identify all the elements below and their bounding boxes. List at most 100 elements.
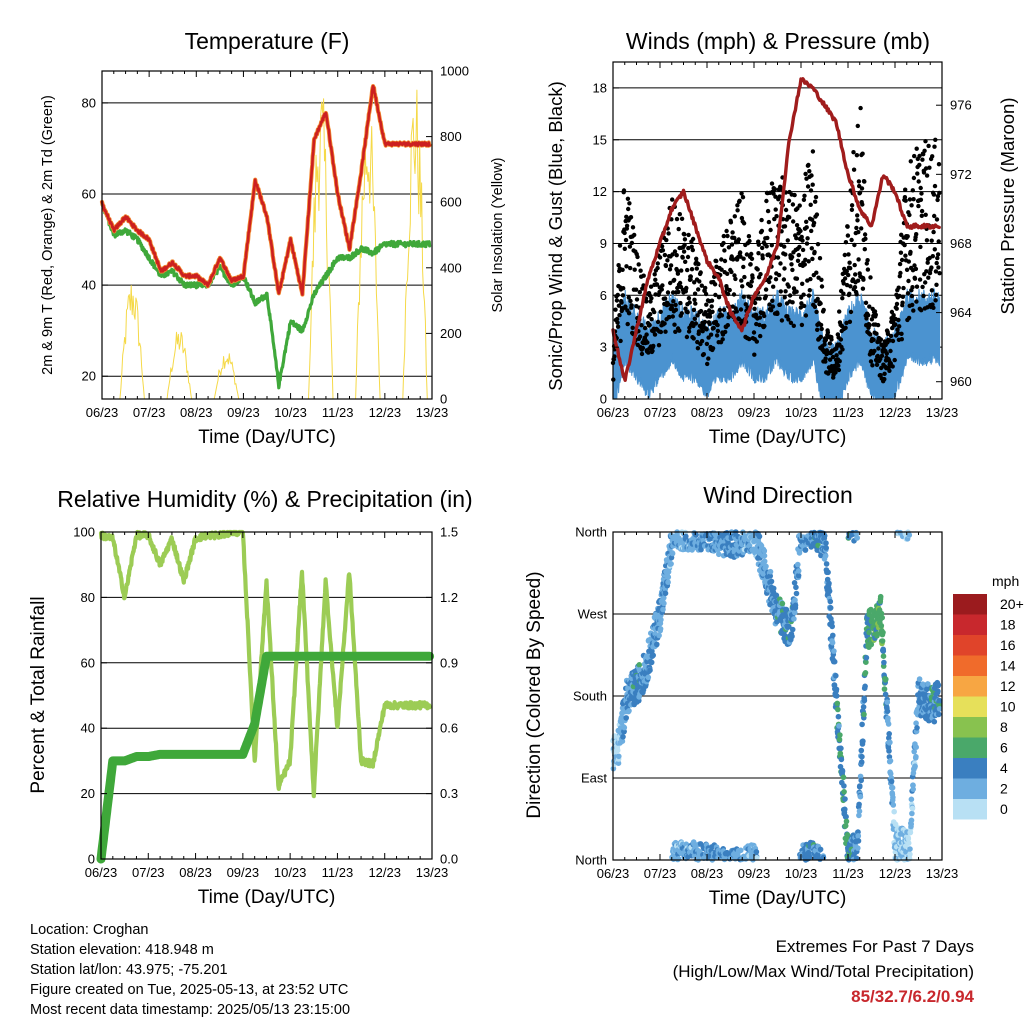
direction-point — [842, 796, 848, 802]
direction-point — [823, 561, 830, 567]
gust-point — [656, 343, 662, 348]
gust-point — [853, 272, 858, 277]
gust-point — [911, 197, 916, 202]
gust-point — [904, 267, 910, 272]
gust-point — [777, 302, 783, 307]
x-tick-label: 10/23 — [785, 405, 818, 420]
gust-point — [813, 194, 819, 200]
gust-point — [910, 188, 915, 193]
gust-point — [848, 284, 853, 289]
gust-point — [919, 191, 924, 196]
y-tick-label: 15 — [593, 132, 607, 147]
gust-point — [818, 334, 823, 340]
gust-point — [854, 153, 860, 158]
gust-point — [860, 286, 866, 291]
gust-point — [934, 260, 939, 266]
gust-point — [841, 281, 846, 286]
gust-point — [783, 207, 789, 213]
gust-point — [759, 228, 765, 234]
gust-point — [722, 248, 727, 253]
gust-point — [891, 313, 896, 318]
gust-point — [703, 285, 708, 291]
gust-point — [893, 322, 898, 327]
gust-point — [773, 277, 779, 282]
gust-point — [677, 212, 682, 217]
direction-point — [885, 715, 891, 721]
gust-point — [926, 143, 931, 149]
gust-point — [878, 373, 883, 378]
gust-point — [719, 257, 724, 262]
dewpoint-series — [100, 202, 432, 390]
gust-point — [862, 247, 867, 252]
direction-point — [884, 699, 891, 705]
direction-point — [795, 561, 801, 568]
gust-point — [872, 309, 878, 314]
gust-point — [836, 367, 842, 373]
direction-point — [753, 849, 760, 855]
direction-point — [860, 704, 867, 710]
direction-point — [665, 574, 672, 580]
direction-point — [773, 592, 780, 599]
gust-point — [698, 308, 704, 314]
x-tick-label: 10/23 — [785, 866, 818, 881]
gust-point — [762, 323, 767, 329]
gust-point — [806, 259, 811, 264]
gust-point — [721, 307, 727, 312]
gust-point — [806, 162, 811, 168]
gust-point — [912, 153, 917, 159]
gust-point — [934, 217, 940, 222]
direction-point — [833, 686, 840, 693]
y-tick-label: 60 — [81, 655, 95, 670]
gust-point — [905, 291, 911, 296]
gust-point — [769, 181, 775, 186]
x-axis-label: Time (Day/UTC) — [709, 427, 847, 448]
gust-point — [783, 252, 788, 257]
direction-point — [890, 794, 896, 801]
gust-point — [815, 242, 821, 247]
gust-point — [613, 307, 618, 312]
direction-point — [859, 721, 865, 728]
direction-point — [888, 778, 895, 785]
gust-point — [914, 232, 919, 237]
x-axis-label: Time (Day/UTC) — [709, 888, 847, 909]
direction-point — [880, 648, 887, 654]
gust-point — [882, 377, 887, 382]
direction-point — [905, 836, 912, 842]
direction-point — [935, 688, 941, 694]
gust-point — [622, 230, 627, 236]
gust-point — [660, 248, 666, 253]
gust-point — [819, 277, 824, 282]
gust-point — [775, 255, 781, 260]
gust-point — [760, 245, 765, 251]
gust-point — [634, 297, 640, 302]
direction-point — [858, 747, 865, 754]
gust-point — [756, 242, 761, 247]
gust-point — [838, 350, 843, 355]
gust-point — [842, 252, 847, 258]
gust-point — [875, 322, 881, 328]
temperature-chart: 06/23 07/23 08/23 09/23 10/23 11/23 12/23 13/23… — [40, 64, 506, 449]
gust-point — [790, 202, 796, 207]
gust-point — [911, 175, 917, 181]
gust-point — [715, 322, 720, 328]
gust-point — [840, 296, 845, 301]
direction-point — [647, 667, 653, 673]
x-tick-label: 13/23 — [926, 405, 959, 420]
direction-point — [616, 753, 622, 760]
gust-point — [783, 289, 788, 294]
gust-point — [920, 157, 925, 162]
gust-point — [814, 212, 820, 217]
gust-point — [655, 265, 660, 271]
gust-point — [719, 313, 725, 318]
gust-point — [773, 207, 778, 212]
direction-point — [881, 686, 888, 692]
gust-point — [713, 292, 718, 298]
gust-point — [673, 329, 678, 334]
gust-point — [692, 291, 698, 296]
gust-point — [788, 320, 794, 325]
gust-point — [803, 313, 809, 318]
y-axis-label: Sonic/Prop Wind & Gust (Blue, Black) — [545, 81, 566, 390]
direction-point — [621, 728, 627, 735]
gust-point — [659, 244, 665, 249]
legend-label: 12 — [1000, 678, 1016, 694]
